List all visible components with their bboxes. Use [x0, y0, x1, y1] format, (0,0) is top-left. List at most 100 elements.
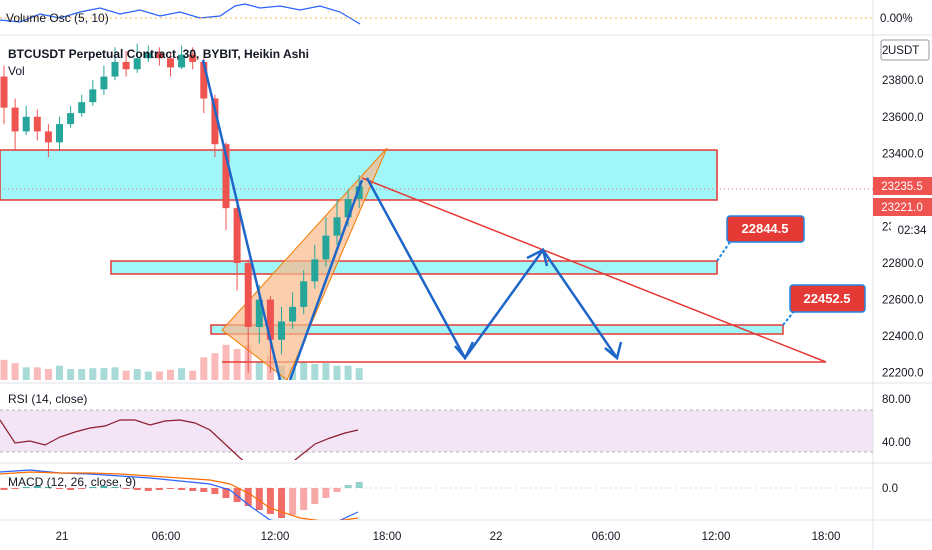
macd-histogram-bar [0, 488, 8, 490]
macd-histogram-bar [33, 486, 41, 488]
volume-osc-title: Volume Osc (5, 10) [6, 11, 109, 25]
macd-histogram-bar [322, 488, 330, 498]
macd-histogram-bar [200, 488, 208, 492]
volume-bar [22, 367, 30, 380]
time-axis: 21 06:00 12:00 18:00 22 06:00 12:00 18:00 [56, 531, 841, 543]
volume-bar [44, 369, 52, 380]
callout-22452-label: 22452.5 [804, 291, 851, 306]
projection-path [365, 177, 619, 361]
rsi-tick-40: 40.00 [882, 437, 911, 449]
time-tick: 18:00 [812, 531, 841, 543]
candle-body [111, 61, 119, 77]
rise-line [288, 179, 364, 380]
candle-body [311, 259, 319, 282]
candle-body [289, 306, 297, 322]
candle-body [78, 102, 86, 114]
macd-histogram-bar [255, 488, 263, 510]
currency-button[interactable] [880, 39, 930, 61]
macd-histogram-bar [333, 488, 341, 492]
macd-histogram-bar [344, 485, 352, 488]
price-tick: 22800.0 [882, 258, 924, 270]
volume-bar [355, 368, 363, 380]
volume-bar [11, 363, 19, 380]
main-pane-title: BTCUSDT Perpetual Contract, 30, BYBIT, H… [8, 47, 309, 61]
currency-label: USDT [888, 45, 919, 57]
arrow-head-2 [526, 248, 549, 267]
macd-histogram-bar [167, 488, 174, 489]
macd-histogram-bar [111, 487, 119, 488]
zone-22844 [110, 260, 718, 275]
candle-body [100, 76, 108, 90]
countdown-label: 02:34 [898, 225, 927, 237]
rsi-tick-80: 80.00 [882, 394, 911, 406]
candle-body [33, 116, 41, 132]
candle-body [56, 124, 63, 143]
candle-body [167, 58, 174, 68]
macd-histogram [0, 482, 363, 518]
candle-body [244, 263, 252, 327]
macd-histogram-bar [133, 488, 141, 490]
price-tick: 22600.0 [882, 295, 924, 307]
volume-bar [67, 369, 75, 380]
candle-body [11, 107, 19, 132]
macd-histogram-bar [289, 488, 297, 515]
close-price-badge-label: 23235.5 [881, 181, 923, 193]
volume-bar [78, 369, 86, 380]
candle-body [322, 235, 330, 260]
macd-histogram-bar [211, 488, 219, 494]
time-tick: 21 [56, 531, 69, 543]
volume-bar [300, 362, 308, 380]
drop-arrow-line [201, 59, 282, 380]
volume-bar [33, 367, 41, 380]
macd-histogram-bar [178, 488, 186, 490]
macd-histogram-bar [11, 488, 19, 489]
macd-histogram-bar [155, 488, 163, 490]
rsi-line [0, 419, 359, 460]
volume-osc-axis-label: 0.00% [880, 13, 913, 25]
zone-22452 [210, 324, 784, 335]
callout-22452: 22452.5 [782, 284, 866, 326]
macd-histogram-bar [67, 488, 75, 490]
macd-histogram-bar [266, 488, 274, 514]
candles [0, 43, 363, 373]
rsi-band [0, 410, 873, 452]
time-tick: 12:00 [702, 531, 731, 543]
price-tick: 22400.0 [882, 331, 924, 343]
volume-bar [133, 369, 141, 380]
candle-body [122, 61, 130, 70]
candle-body [44, 131, 52, 143]
candle-body [211, 98, 219, 145]
price-tick: 22200.0 [882, 368, 924, 380]
macd-histogram-bar [56, 488, 63, 489]
volume-bar [89, 368, 97, 380]
macd-histogram-bar [44, 487, 52, 488]
volume-bar [56, 365, 63, 380]
close-price-badge [873, 177, 932, 195]
macd-histogram-bar [300, 488, 308, 510]
candle-body [266, 299, 274, 340]
candle-body [133, 58, 141, 70]
macd-histogram-bar [311, 488, 319, 504]
candle-body [0, 76, 8, 108]
volume-bar [178, 368, 186, 380]
callout-22844-label: 22844.5 [742, 221, 789, 236]
time-tick: 18:00 [373, 531, 402, 543]
price-tick: 23800.0 [882, 75, 924, 87]
candle-body [67, 113, 75, 125]
volume-bar [167, 369, 174, 380]
time-tick: 22 [490, 531, 503, 543]
candle-body [22, 116, 30, 132]
macd-histogram-bar [222, 488, 230, 498]
last-price-badge-label: 23221.0 [881, 202, 923, 214]
time-tick: 12:00 [261, 531, 290, 543]
candle-body [233, 208, 241, 264]
price-tick: 23400.0 [882, 148, 924, 160]
volume-bar [311, 364, 319, 380]
volume-label: Vol [8, 64, 25, 78]
volume-bar [100, 368, 108, 380]
macd-histogram-bar [144, 488, 152, 491]
arrow-head-3 [604, 341, 623, 361]
price-tick: 23600.0 [882, 112, 924, 124]
